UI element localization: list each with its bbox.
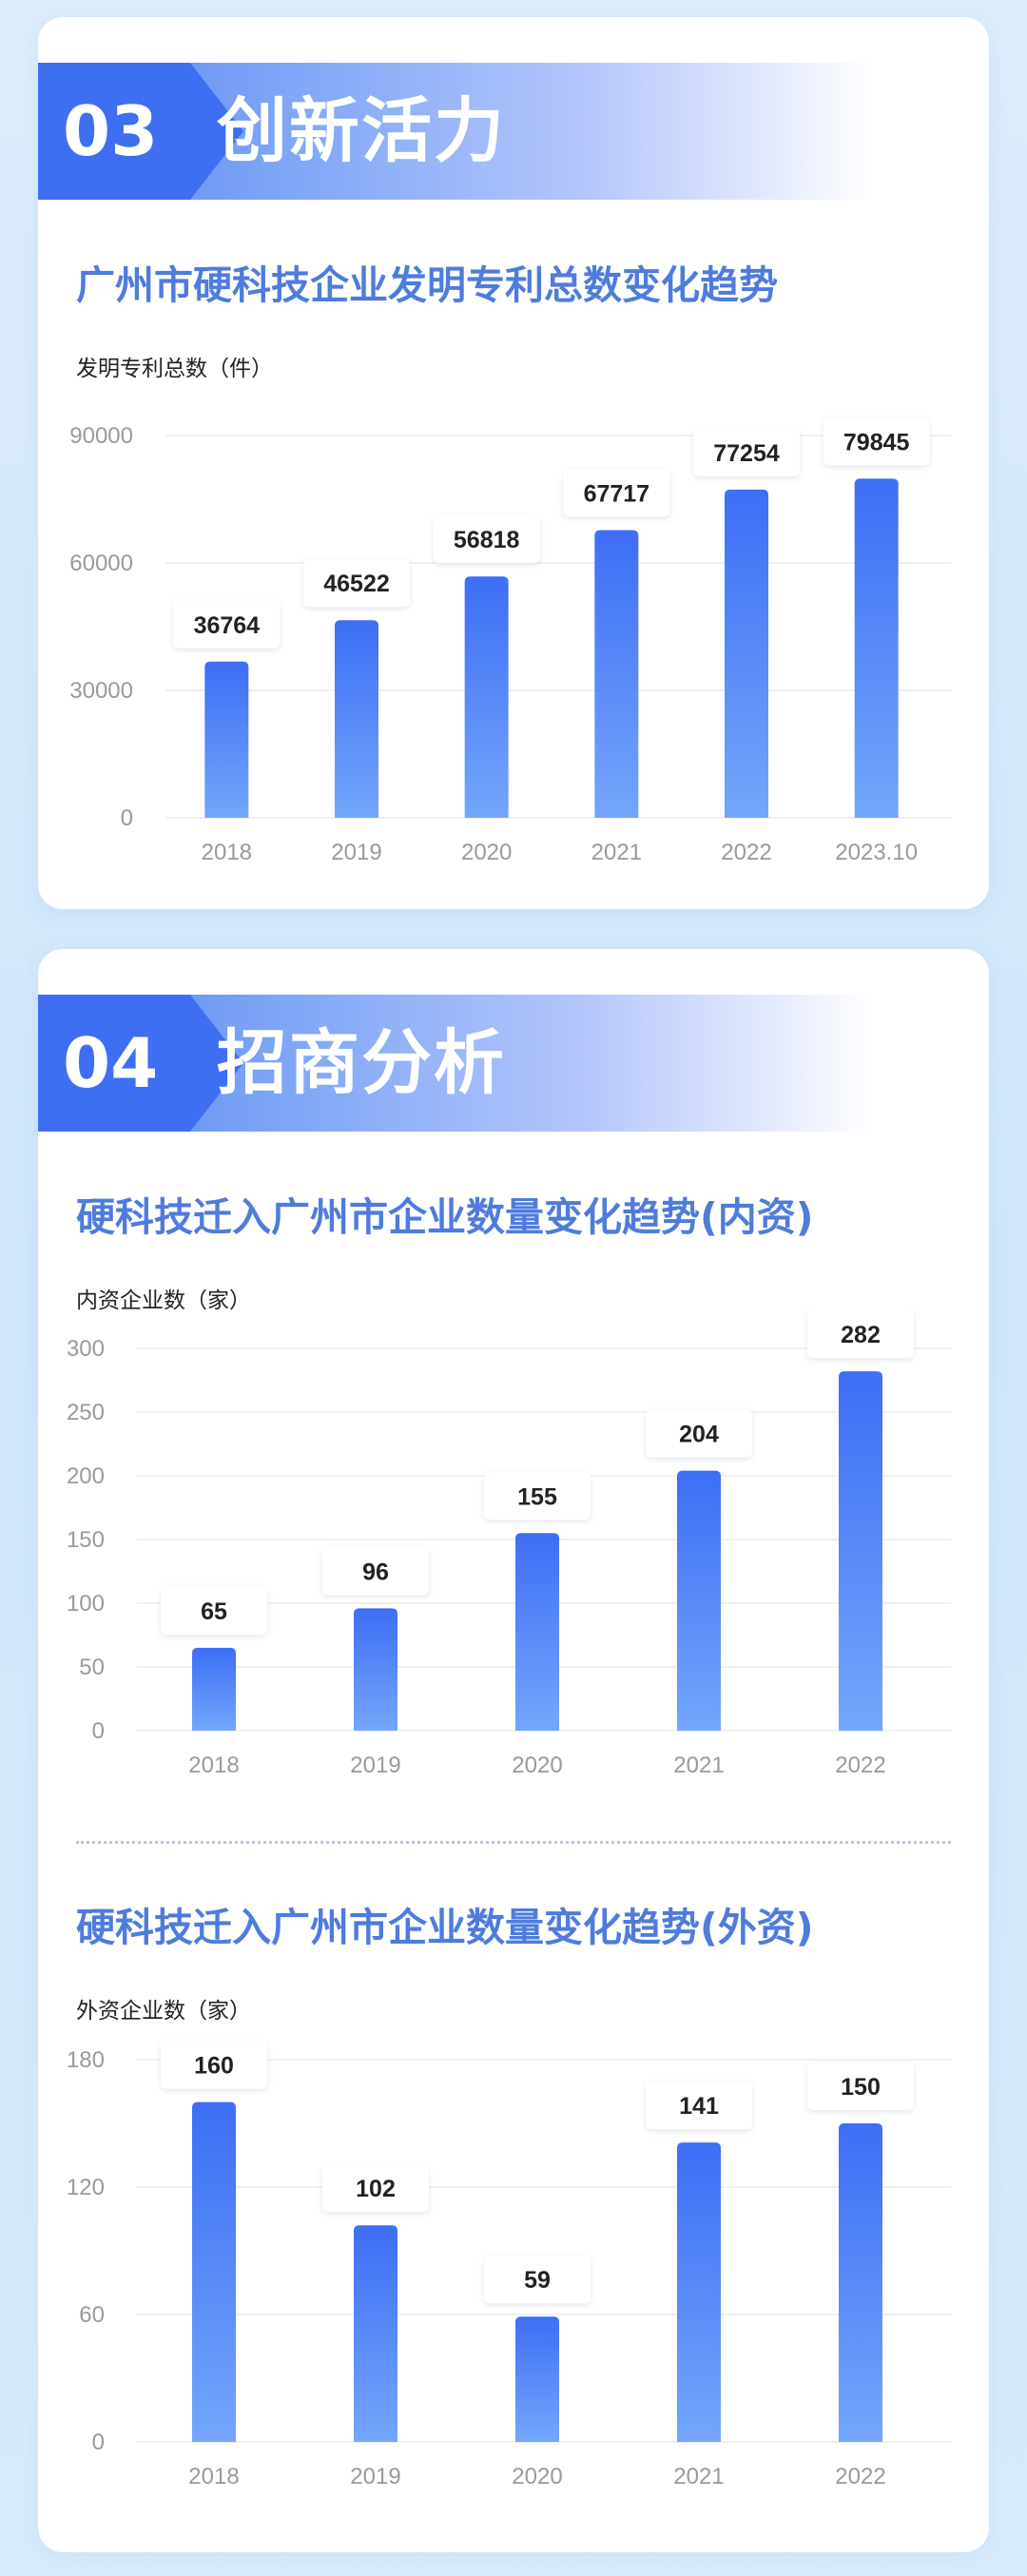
data-label: 59 xyxy=(524,2267,551,2294)
y-tick-label: 180 xyxy=(67,2047,105,2073)
x-tick-label: 2022 xyxy=(721,840,771,865)
bar-2022 xyxy=(839,1371,882,1731)
data-label-box xyxy=(484,2256,591,2304)
data-label: 65 xyxy=(201,1598,227,1625)
data-label-box xyxy=(322,2164,429,2213)
bar-2021 xyxy=(677,2142,721,2442)
y-tick-label: 120 xyxy=(67,2175,105,2200)
y-tick-label: 0 xyxy=(92,1718,105,1744)
data-label-box xyxy=(563,469,670,517)
data-label-box xyxy=(303,559,410,608)
bar-2023.10 xyxy=(854,478,899,818)
y-tick-label: 300 xyxy=(67,1336,105,1362)
bar-chart-domestic: 0 50 100 150 200 250 300 65 2018 96 2019 155 2020 204… xyxy=(67,1310,951,1778)
data-label-box xyxy=(646,1409,752,1458)
data-label-box xyxy=(646,2082,752,2130)
section-arrow-shape xyxy=(190,995,243,1132)
y-tick-label: 150 xyxy=(67,1527,105,1553)
bar-2020 xyxy=(464,576,509,818)
data-label-box xyxy=(173,600,281,649)
bar-chart-foreign: 0 60 120 180 160 2018 102 2019 59 2020 141 2021 150 2… xyxy=(67,2041,951,2489)
data-label-box xyxy=(161,2041,267,2089)
bar-2020 xyxy=(515,1533,559,1731)
y-tick-label: 30000 xyxy=(69,678,133,704)
data-label-box xyxy=(693,428,800,476)
chart-title: 硬科技迁入广州市企业数量变化趋势(内资) xyxy=(76,1194,814,1240)
y-axis-label: 内资企业数（家） xyxy=(76,1288,251,1313)
x-tick-label: 2022 xyxy=(835,1753,885,1778)
y-axis-label: 发明专利总数（件） xyxy=(76,357,273,381)
data-label-box xyxy=(433,515,540,564)
bar-2018 xyxy=(192,1647,236,1731)
section-divider xyxy=(76,1841,951,1844)
bar-2019 xyxy=(335,620,378,818)
data-label-box xyxy=(484,1472,591,1520)
data-label-box xyxy=(322,1547,429,1596)
data-label: 282 xyxy=(841,1322,881,1348)
bar-2022 xyxy=(839,2123,882,2442)
section-card-innovation: 03 创新活力 广州市硬科技企业发明专利总数变化趋势 发明专利总数（件） 0 30… xyxy=(38,17,989,909)
bar-2022 xyxy=(725,489,768,818)
x-tick-label: 2020 xyxy=(512,2464,562,2489)
y-tick-label: 200 xyxy=(67,1463,105,1489)
bar-2021 xyxy=(677,1470,721,1731)
bar-2020 xyxy=(515,2316,559,2442)
data-label: 56818 xyxy=(454,527,520,553)
x-tick-label: 2019 xyxy=(331,840,381,865)
section-title: 招商分析 xyxy=(217,1022,506,1104)
x-tick-label: 2021 xyxy=(673,1753,724,1778)
section-card-investment: 04 招商分析 硬科技迁入广州市企业数量变化趋势(内资) 内资企业数（家） 0 5… xyxy=(38,949,989,2552)
data-label: 141 xyxy=(679,2093,719,2120)
data-label-box xyxy=(807,1310,914,1359)
section-number-badge xyxy=(38,63,190,200)
section-number: 03 xyxy=(63,91,159,171)
y-tick-label: 0 xyxy=(121,805,133,831)
bar-chart-patents: 0 30000 60000 90000 36764 2018 46522 2019 56818 2… xyxy=(69,417,951,865)
x-tick-label: 2018 xyxy=(202,840,252,865)
y-tick-label: 90000 xyxy=(69,423,133,449)
x-tick-label: 2023.10 xyxy=(835,840,918,865)
y-axis-label: 外资企业数（家） xyxy=(76,1999,251,2024)
section-number: 04 xyxy=(63,1023,159,1103)
y-tick-label: 50 xyxy=(79,1655,105,1680)
data-label: 36764 xyxy=(194,612,261,639)
data-label: 160 xyxy=(194,2053,234,2080)
section-title: 创新活力 xyxy=(217,90,506,172)
data-label-box xyxy=(161,1586,267,1635)
bar-2018 xyxy=(204,661,249,818)
bar-2021 xyxy=(594,530,639,818)
x-tick-label: 2021 xyxy=(673,2464,724,2489)
data-label: 150 xyxy=(841,2074,881,2101)
chart-title: 硬科技迁入广州市企业数量变化趋势(外资) xyxy=(76,1905,814,1950)
section-number-badge xyxy=(38,995,190,1132)
data-label-box xyxy=(807,2063,914,2110)
y-tick-label: 100 xyxy=(67,1591,105,1617)
y-tick-label: 60 xyxy=(79,2302,105,2328)
bar-2018 xyxy=(192,2101,236,2442)
section-arrow-shape xyxy=(190,63,243,200)
data-label: 46522 xyxy=(323,571,390,597)
data-label: 77254 xyxy=(713,440,780,467)
x-tick-label: 2021 xyxy=(591,840,642,865)
y-tick-label: 0 xyxy=(92,2430,105,2455)
x-tick-label: 2019 xyxy=(350,2464,400,2489)
data-label: 204 xyxy=(679,1422,719,1448)
x-tick-label: 2018 xyxy=(188,1753,239,1778)
x-tick-label: 2019 xyxy=(350,1753,400,1778)
data-label-box xyxy=(823,417,930,466)
x-tick-label: 2022 xyxy=(835,2464,885,2489)
y-tick-label: 60000 xyxy=(69,551,133,576)
chart-title: 广州市硬科技企业发明专利总数变化趋势 xyxy=(76,262,778,308)
data-label: 155 xyxy=(517,1483,557,1510)
y-tick-label: 250 xyxy=(67,1400,105,1425)
bar-2019 xyxy=(354,1608,397,1731)
data-label: 96 xyxy=(362,1559,389,1585)
data-label: 79845 xyxy=(843,429,910,455)
data-label: 67717 xyxy=(584,481,650,508)
x-tick-label: 2018 xyxy=(188,2464,239,2489)
x-tick-label: 2020 xyxy=(512,1753,562,1778)
x-tick-label: 2020 xyxy=(461,840,512,865)
bar-2019 xyxy=(354,2225,397,2442)
data-label: 102 xyxy=(356,2176,396,2202)
